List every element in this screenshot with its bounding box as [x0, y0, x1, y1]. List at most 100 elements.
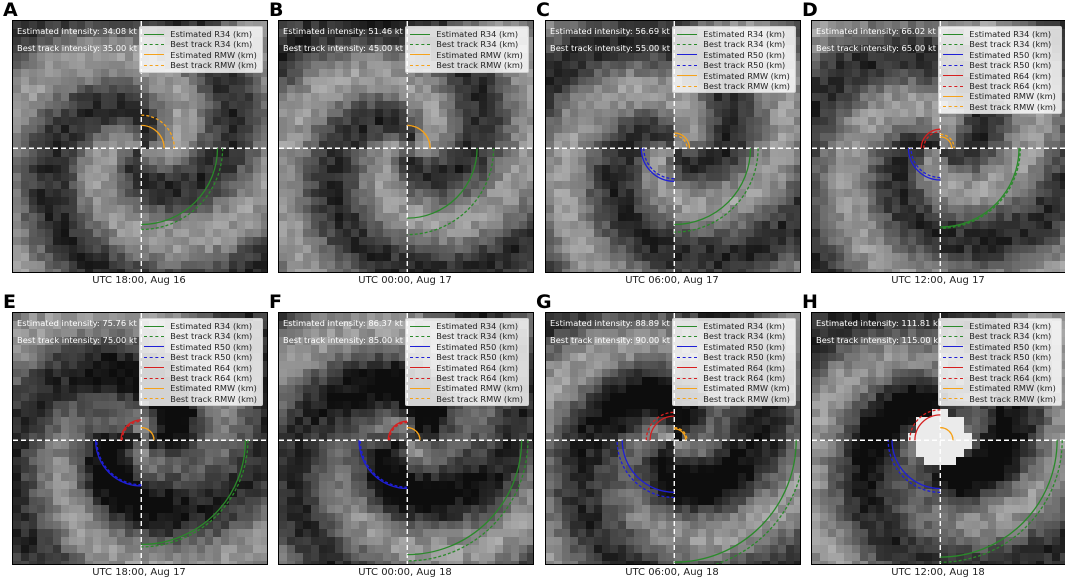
- pixel-cell: [634, 261, 642, 269]
- pixel-cell: [634, 213, 642, 221]
- legend-label: Estimated R50 (km): [703, 49, 786, 60]
- pixel-cell: [682, 21, 690, 29]
- pixel-cell: [21, 61, 29, 69]
- pixel-cell: [527, 53, 533, 61]
- pixel-cell: [335, 85, 343, 93]
- pixel-cell: [578, 21, 586, 29]
- pixel-cell: [165, 473, 173, 481]
- pixel-cell: [61, 269, 69, 272]
- pixel-cell: [21, 69, 29, 77]
- pixel-cell: [109, 197, 117, 205]
- pixel-cell: [1012, 213, 1020, 221]
- pixel-cell: [602, 157, 610, 165]
- pixel-cell: [820, 53, 828, 61]
- pixel-cell: [375, 85, 383, 93]
- pixel-cell: [812, 165, 820, 173]
- pixel-cell: [213, 457, 221, 465]
- pixel-cell: [205, 269, 213, 272]
- pixel-cell: [1060, 117, 1065, 125]
- pixel-cell: [812, 21, 820, 29]
- pixel-cell: [101, 149, 109, 157]
- pixel-cell: [527, 149, 533, 157]
- pixel-cell: [173, 149, 181, 157]
- pixel-cell: [45, 141, 53, 149]
- pixel-cell: [455, 269, 463, 272]
- pixel-cell: [399, 181, 407, 189]
- pixel-cell: [479, 93, 487, 101]
- pixel-cell: [45, 473, 53, 481]
- pixel-cell: [642, 165, 650, 173]
- pixel-cell: [205, 465, 213, 473]
- pixel-cell: [335, 253, 343, 261]
- pixel-cell: [21, 465, 29, 473]
- pixel-cell: [407, 253, 415, 261]
- pixel-cell: [29, 377, 37, 385]
- pixel-cell: [93, 321, 101, 329]
- pixel-cell: [519, 253, 527, 261]
- pixel-cell: [786, 173, 794, 181]
- pixel-cell: [439, 69, 447, 77]
- pixel-cell: [303, 213, 311, 221]
- pixel-cell: [197, 245, 205, 253]
- pixel-cell: [165, 133, 173, 141]
- pixel-cell: [287, 181, 295, 189]
- pixel-cell: [189, 21, 197, 29]
- pixel-cell: [674, 253, 682, 261]
- pixel-cell: [666, 101, 674, 109]
- pixel-cell: [618, 229, 626, 237]
- pixel-cell: [351, 205, 359, 213]
- pixel-cell: [77, 117, 85, 125]
- pixel-cell: [908, 29, 916, 37]
- pixel-cell: [626, 157, 634, 165]
- pixel-cell: [762, 197, 770, 205]
- pixel-cell: [730, 237, 738, 245]
- pixel-cell: [61, 69, 69, 77]
- pixel-cell: [594, 101, 602, 109]
- pixel-cell: [1036, 253, 1044, 261]
- pixel-cell: [786, 93, 794, 101]
- pixel-cell: [658, 21, 666, 29]
- pixel-cell: [375, 245, 383, 253]
- pixel-cell: [634, 117, 642, 125]
- pixel-cell: [149, 221, 157, 229]
- pixel-cell: [29, 165, 37, 173]
- pixel-cell: [101, 473, 109, 481]
- legend-swatch: [943, 106, 964, 108]
- pixel-cell: [778, 221, 786, 229]
- pixel-cell: [447, 237, 455, 245]
- pixel-cell: [570, 77, 578, 85]
- pixel-cell: [399, 213, 407, 221]
- pixel-cell: [884, 21, 892, 29]
- pixel-cell: [173, 133, 181, 141]
- pixel-cell: [762, 21, 770, 29]
- pixel-cell: [746, 93, 754, 101]
- pixel-cell: [125, 473, 133, 481]
- pixel-cell: [546, 165, 554, 173]
- pixel-cell: [463, 269, 471, 272]
- pixel-cell: [626, 37, 634, 45]
- pixel-cell: [423, 117, 431, 125]
- pixel-cell: [820, 261, 828, 269]
- pixel-cell: [221, 229, 229, 237]
- pixel-cell: [900, 109, 908, 117]
- pixel-cell: [479, 237, 487, 245]
- pixel-cell: [884, 197, 892, 205]
- pixel-cell: [21, 181, 29, 189]
- pixel-cell: [109, 229, 117, 237]
- pixel-cell: [820, 269, 828, 272]
- pixel-cell: [245, 189, 253, 197]
- pixel-cell: [205, 417, 213, 425]
- pixel-cell: [253, 21, 261, 29]
- pixel-cell: [900, 37, 908, 45]
- pixel-cell: [980, 261, 988, 269]
- pixel-cell: [698, 221, 706, 229]
- pixel-cell: [916, 109, 924, 117]
- pixel-cell: [730, 181, 738, 189]
- pixel-cell: [618, 117, 626, 125]
- pixel-cell: [682, 117, 690, 125]
- pixel-cell: [626, 133, 634, 141]
- pixel-cell: [602, 53, 610, 61]
- pixel-cell: [876, 133, 884, 141]
- pixel-cell: [439, 117, 447, 125]
- pixel-cell: [1036, 269, 1044, 272]
